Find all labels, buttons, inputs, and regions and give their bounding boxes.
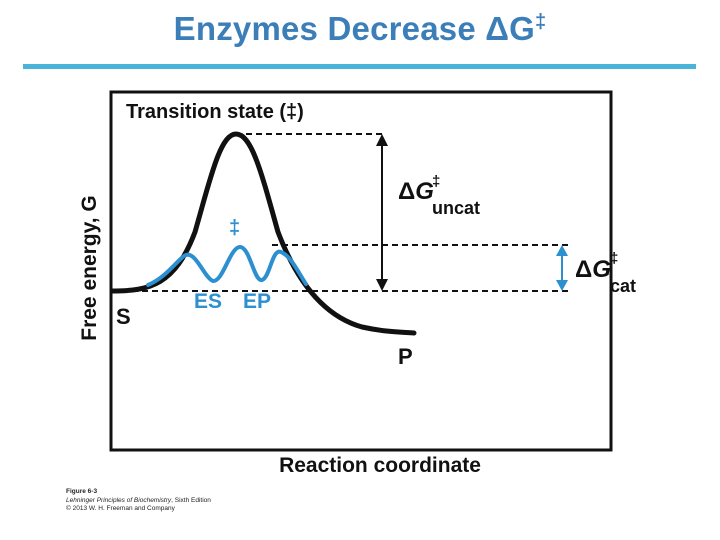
x-axis-label: Reaction coordinate — [279, 454, 481, 477]
dg-uncat-g: G — [415, 178, 434, 205]
double-dagger-superscript: ‡ — [535, 11, 547, 33]
dg-cat-delta: Δ — [575, 256, 592, 283]
figure-number: Figure 6-3 — [66, 488, 98, 495]
dg-uncat-label: ΔG‡ uncat — [398, 173, 480, 218]
dg-cat-arrow — [556, 245, 568, 291]
dg-cat-sup: ‡ — [610, 250, 618, 267]
ep-label: EP — [243, 290, 271, 313]
book-edition: , Sixth Edition — [171, 496, 211, 504]
title-divider — [23, 64, 696, 69]
slide-title-text: Enzymes Decrease ΔG — [173, 10, 536, 47]
book-title: Lehninger Principles of Biochemistry — [66, 496, 172, 504]
product-label: P — [398, 344, 413, 369]
slide-title: Enzymes Decrease ΔG‡ — [0, 10, 720, 48]
diagram-frame — [109, 90, 613, 452]
dg-uncat-arrow — [376, 134, 388, 291]
copyright-line: © 2013 W. H. Freeman and Company — [66, 505, 175, 512]
figure-credit: Figure 6-3 Lehninger Principles of Bioch… — [66, 488, 211, 514]
dg-cat-label: ΔG‡ cat — [575, 250, 636, 296]
dg-cat-sub: cat — [610, 276, 636, 296]
dg-uncat-delta: Δ — [398, 178, 415, 205]
substrate-label: S — [116, 304, 131, 329]
catalyzed-ts-label: ‡ — [229, 217, 240, 239]
book-line: Lehninger Principles of Biochemistry, Si… — [66, 497, 211, 506]
dg-cat-g: G — [592, 256, 611, 283]
dg-uncat-sub: uncat — [432, 198, 480, 218]
transition-state-label: Transition state (‡) — [126, 101, 304, 123]
y-axis-label: Free energy, G — [78, 195, 101, 341]
dg-uncat-sup: ‡ — [432, 173, 440, 190]
uncatalyzed-curve — [109, 131, 417, 336]
es-label: ES — [194, 290, 222, 313]
catalyzed-curve — [146, 244, 308, 287]
